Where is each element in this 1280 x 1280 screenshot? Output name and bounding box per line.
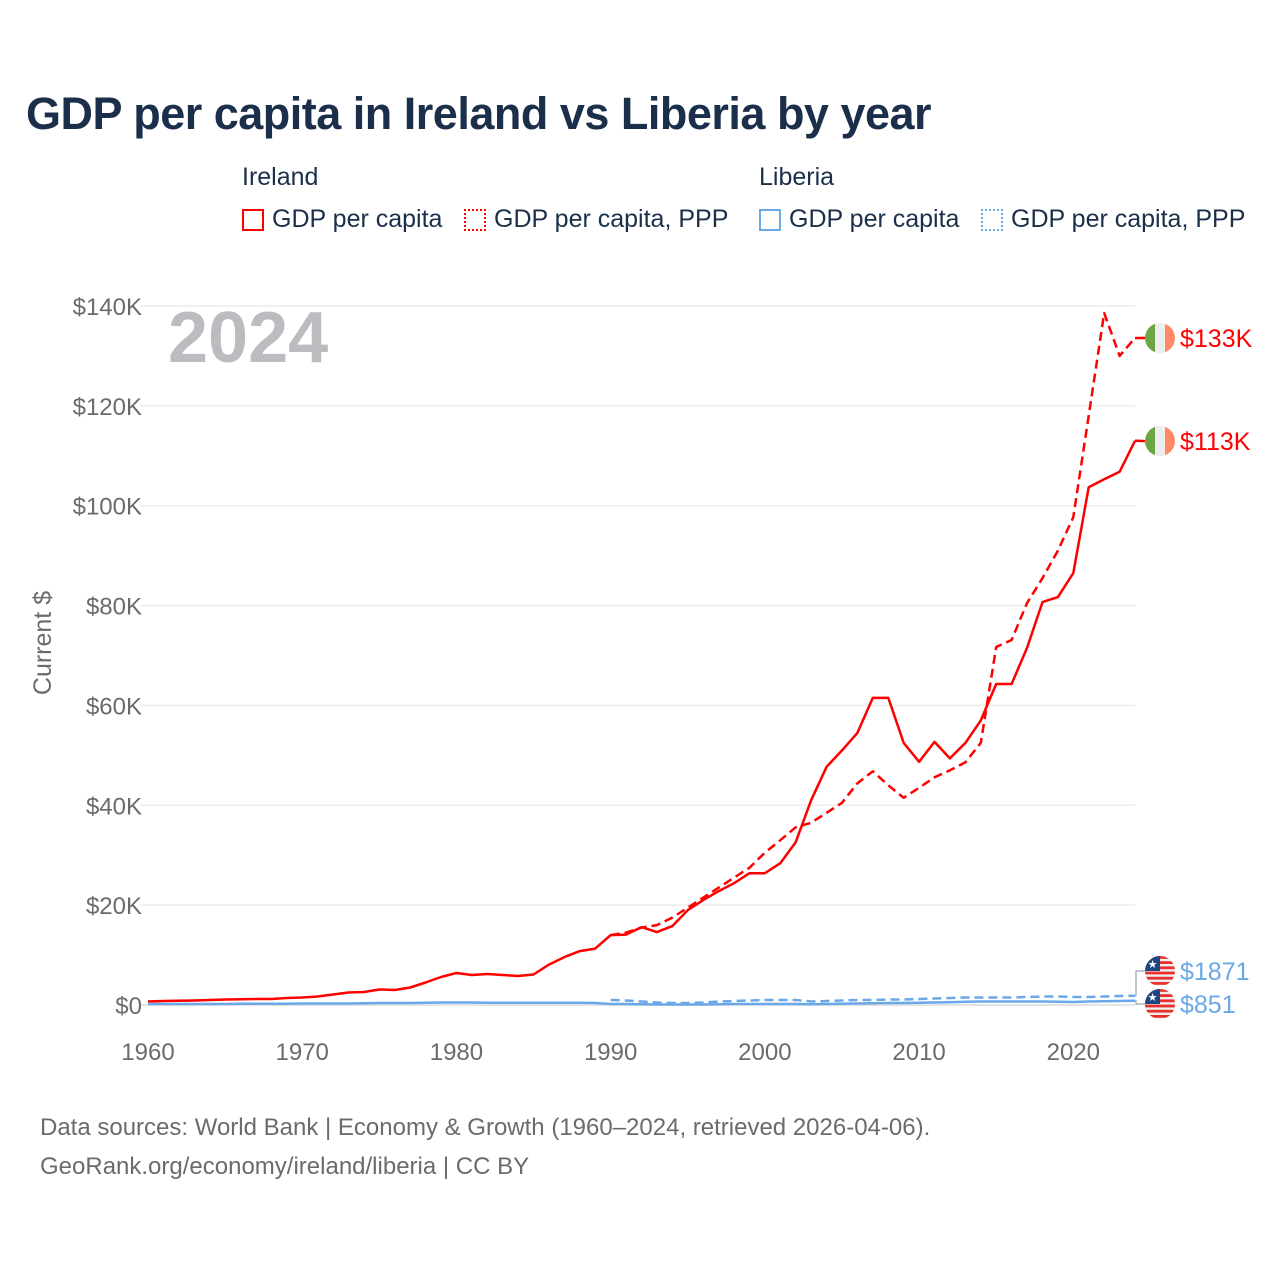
ireland-flag-icon (1145, 323, 1175, 353)
legend-swatch-solid-red (242, 208, 264, 231)
x-tick-label: 2010 (892, 1039, 945, 1066)
footer-sources: Data sources: World Bank | Economy & Gro… (40, 1114, 931, 1141)
legend-swatch-dotted-blue (981, 208, 1003, 231)
y-tick-label: $40K (86, 793, 142, 820)
legend-label: GDP per capita (789, 205, 960, 233)
series-line-ireland-gdp-per-capita[interactable] (147, 440, 1137, 1003)
end-value-label: $1871 (1180, 958, 1250, 986)
svg-text:★: ★ (1148, 991, 1158, 1004)
svg-text:★: ★ (1148, 958, 1158, 971)
legend-ireland-gdp-ppp[interactable]: GDP per capita, PPP (464, 205, 728, 234)
label-connector (1135, 1000, 1145, 1005)
legend-ireland-gdp[interactable]: GDP per capita (242, 205, 442, 234)
end-value-label: $133K (1180, 325, 1253, 353)
series-line-ireland-gdp-per-capita-ppp[interactable] (610, 311, 1136, 937)
y-tick-label: $0 (115, 993, 142, 1020)
legend-liberia-gdp-ppp[interactable]: GDP per capita, PPP (981, 205, 1245, 234)
year-watermark: 2024 (168, 298, 328, 378)
footer-link[interactable]: GeoRank.org/economy/ireland/liberia | CC… (40, 1153, 530, 1180)
series-line-liberia-gdp-per-capita[interactable] (148, 999, 1136, 1006)
x-tick-label: 2020 (1047, 1039, 1100, 1066)
legend-swatch-solid-blue (759, 208, 781, 231)
end-value-label: $851 (1180, 991, 1236, 1019)
x-tick-label: 1960 (121, 1039, 174, 1066)
y-tick-label: $60K (86, 693, 142, 720)
x-tick-label: 1990 (584, 1039, 637, 1066)
legend-liberia-gdp[interactable]: GDP per capita (759, 205, 959, 234)
liberia-flag-icon: ★ (1145, 956, 1175, 986)
legend-group-liberia: Liberia (759, 163, 835, 191)
y-axis-label: Current $ (29, 591, 57, 695)
legend-group-ireland: Ireland (242, 163, 319, 191)
y-tick-label: $80K (86, 594, 142, 621)
ireland-flag-icon (1145, 426, 1175, 456)
x-tick-label: 1970 (276, 1039, 329, 1066)
y-tick-label: $100K (73, 494, 142, 521)
legend-label: GDP per capita (272, 205, 443, 233)
label-connector (1135, 970, 1145, 997)
series-line-liberia-gdp-per-capita-ppp[interactable] (610, 994, 1136, 1005)
legend-swatch-dotted-red (464, 208, 486, 231)
end-value-label: $113K (1180, 428, 1251, 456)
y-tick-label: $140K (73, 294, 142, 321)
x-tick-label: 2000 (738, 1039, 791, 1066)
y-tick-label: $120K (73, 394, 142, 421)
legend-label: GDP per capita, PPP (1011, 205, 1246, 233)
y-tick-label: $20K (86, 893, 142, 920)
liberia-flag-icon: ★ (1145, 989, 1175, 1019)
x-tick-label: 1980 (430, 1039, 483, 1066)
legend-label: GDP per capita, PPP (494, 205, 729, 233)
footer: Data sources: World Bank | Economy & Gro… (40, 1108, 930, 1186)
chart-title: GDP per capita in Ireland vs Liberia by … (26, 88, 932, 139)
